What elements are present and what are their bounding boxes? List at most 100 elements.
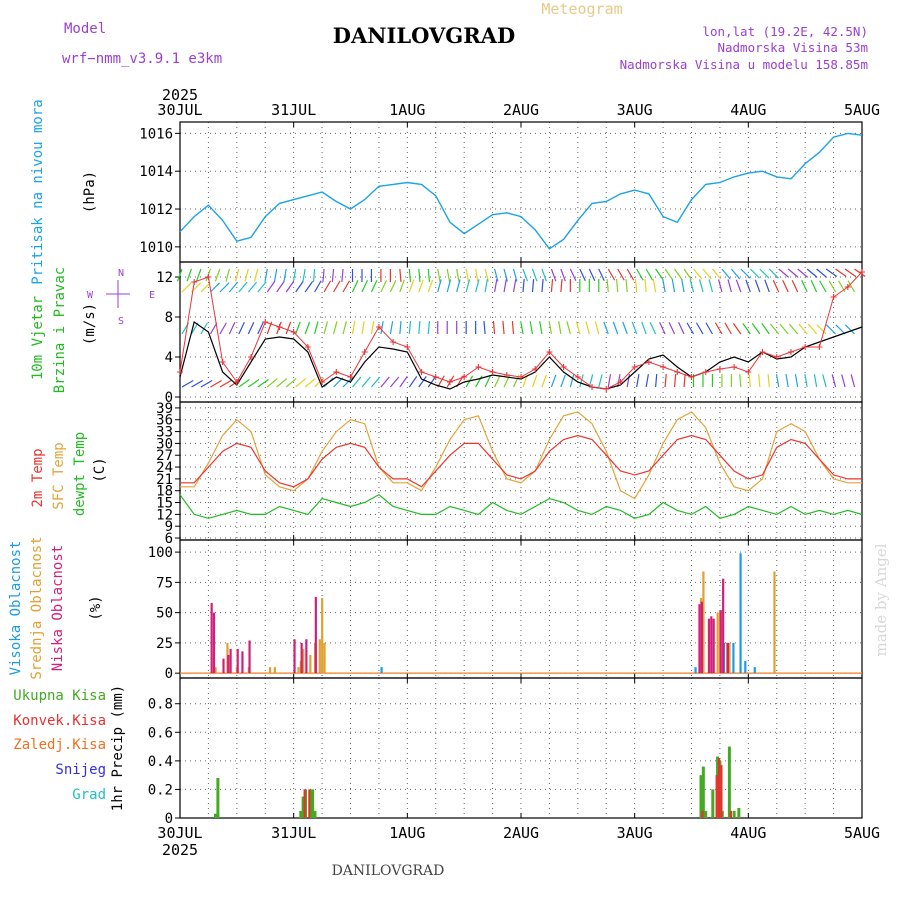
wind-arrow <box>520 321 524 335</box>
wind-arrow <box>531 374 538 388</box>
wind-arrow <box>575 321 581 335</box>
precip-legend-item: Grad <box>72 787 106 803</box>
wind-arrow <box>625 278 628 293</box>
cloud-bar <box>302 648 305 674</box>
wind-gust-marker <box>802 344 809 350</box>
wind-arrow <box>475 279 480 293</box>
wind-arrow <box>617 268 625 281</box>
wind-arrow <box>807 323 818 335</box>
wind-arrow <box>825 268 838 277</box>
wind-arrow <box>492 320 496 335</box>
wind-arrow <box>804 374 808 388</box>
wind-arrow <box>484 279 488 293</box>
wind-arrow <box>418 376 427 388</box>
wind-arrow <box>531 278 535 293</box>
wind-arrow <box>257 321 264 335</box>
wind-arrow <box>617 374 621 388</box>
wind-arrow <box>673 373 677 388</box>
y-tick-label: 50 <box>156 606 173 622</box>
wind-gust-marker <box>816 344 823 350</box>
wind-arrow <box>822 374 827 388</box>
wind-arrow <box>761 323 770 335</box>
y-tick-label: 0.4 <box>148 754 173 770</box>
wind-arrow <box>427 376 437 388</box>
wind-arrow <box>283 268 287 282</box>
wind-arrow <box>550 278 554 293</box>
wind-arrow <box>219 322 227 335</box>
wind-arrow <box>512 279 517 293</box>
wind-arrow <box>176 268 183 282</box>
wind-arrow <box>475 375 483 388</box>
wind-arrow <box>502 320 505 335</box>
wind-arrow <box>437 279 442 293</box>
cloud-bar <box>229 648 232 674</box>
cloud-bar <box>309 655 312 674</box>
y-tick-label: 9 <box>165 519 173 535</box>
wind-arrow <box>266 378 278 388</box>
y-tick-label: 100 <box>148 545 173 561</box>
wind-gust-marker <box>859 269 865 275</box>
mid-cloud-title: Srednja Oblacnost <box>29 536 45 679</box>
x-tick-label-top: 3AUG <box>617 101 653 119</box>
wind-arrow <box>200 379 213 388</box>
cloud-bar <box>707 618 711 674</box>
wind-arrow <box>560 278 563 293</box>
x-tick-label-bottom: 2AUG <box>503 824 539 842</box>
wind-arrow <box>569 268 577 282</box>
y-tick-label: 39 <box>156 401 173 417</box>
wind-arrow <box>636 374 640 388</box>
wind-arrow <box>745 279 751 293</box>
cloud-bar <box>739 553 742 674</box>
wind-arrow <box>465 268 470 282</box>
cloud-bar <box>726 642 729 674</box>
wind-arrow <box>813 374 818 388</box>
wind-arrow <box>456 279 461 293</box>
wind-arrow <box>247 281 258 293</box>
wind-gust-marker <box>660 364 667 370</box>
wind-arrow <box>662 279 666 293</box>
wind-arrow <box>659 321 666 335</box>
precip-bar <box>301 796 305 818</box>
wind-arrow <box>380 376 390 388</box>
wind-gust-marker <box>191 279 198 285</box>
wind-gust-marker <box>489 369 496 375</box>
x-tick-label-bottom: 3AUG <box>617 824 653 842</box>
model-altitude-label: Nadmorska Visina u modelu 158.85m <box>620 57 868 72</box>
y-tick-label: 12 <box>156 270 173 286</box>
y-tick-label: 8 <box>165 310 173 326</box>
wind-arrow <box>758 373 761 388</box>
wind-arrow <box>798 323 808 335</box>
wind-arrow <box>456 268 460 282</box>
wind-gust-marker <box>205 274 212 280</box>
wind-arrow <box>558 321 562 335</box>
wind-arrow <box>408 376 418 388</box>
wind-arrow <box>238 281 248 293</box>
x-tick-label-top: 2AUG <box>503 101 539 119</box>
wind-gust-marker <box>219 359 226 365</box>
wind-arrow <box>418 279 424 293</box>
wind-arrow <box>380 279 387 293</box>
wind-arrow <box>847 280 856 293</box>
model-label: Model <box>64 21 106 37</box>
y-tick-label: 15 <box>156 496 173 512</box>
wind-arrow <box>541 268 547 282</box>
wind-gust-marker <box>304 344 311 350</box>
wind-arrow <box>598 374 603 388</box>
wind-arrow <box>668 321 676 335</box>
dewpt-line <box>179 493 863 519</box>
wind-arrow <box>446 279 452 293</box>
cloud-bar <box>210 602 213 674</box>
wind-gust-marker <box>233 379 240 385</box>
wind-gust-marker <box>645 359 652 365</box>
wind-arrow <box>742 323 751 335</box>
wind-arrow <box>588 268 596 282</box>
y-tick-label: 75 <box>156 575 173 591</box>
wind-arrow <box>228 281 239 293</box>
wind-arrow <box>465 279 471 293</box>
wind-arrow <box>257 379 269 388</box>
y-tick-label: 0.2 <box>148 782 173 798</box>
cloud-bar <box>305 639 308 674</box>
wind-gust-marker <box>446 379 453 385</box>
wind-arrow <box>529 321 534 335</box>
wind-arrow <box>264 268 268 282</box>
